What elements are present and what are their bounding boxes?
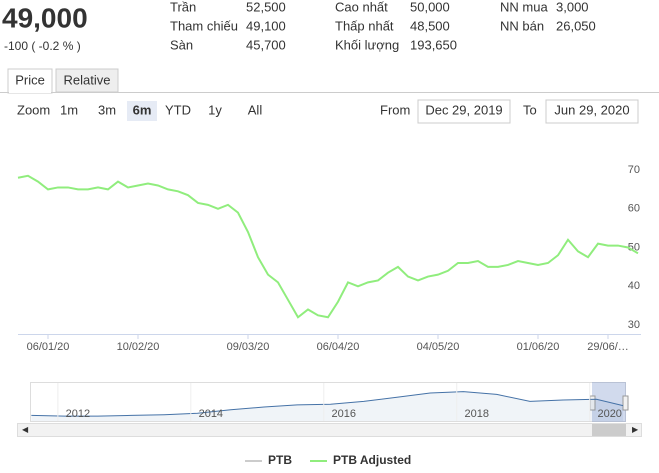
stat-label: Khối lượng — [335, 37, 399, 52]
to-input[interactable] — [545, 99, 639, 124]
to-label: To — [523, 102, 537, 117]
stat-label: NN mua — [500, 0, 548, 14]
stat-label: Trần — [170, 0, 196, 14]
zoom-button[interactable]: 6m — [133, 102, 152, 117]
x-tick-label: 04/05/20 — [417, 341, 460, 353]
scrollbar-thumb[interactable] — [592, 424, 626, 436]
y-tick-label: 30 — [628, 319, 640, 331]
x-tick-label: 06/01/20 — [27, 341, 70, 353]
stat-value: 48,500 — [410, 18, 450, 33]
y-tick-label: 40 — [628, 280, 640, 292]
navigator-area — [31, 391, 624, 421]
navigator-label: 2014 — [199, 408, 223, 420]
x-tick-label: 01/06/20 — [517, 341, 560, 353]
navigator-line — [31, 391, 624, 417]
stat-label: Thấp nhất — [335, 18, 394, 33]
y-tick-label: 60 — [628, 203, 640, 215]
zoom-button[interactable]: All — [248, 102, 263, 117]
stat-label: NN bán — [500, 18, 544, 33]
stat-value: 3,000 — [556, 0, 589, 14]
zoom-button[interactable]: 1y — [208, 102, 222, 117]
zoom-label: Zoom — [17, 102, 50, 117]
legend-label[interactable]: PTB Adjusted — [333, 453, 411, 467]
to-value[interactable]: Jun 29, 2020 — [554, 102, 629, 117]
scroll-right[interactable]: ▶ — [632, 425, 639, 434]
tab-label[interactable]: Relative — [64, 72, 111, 87]
stat-value: 49,100 — [246, 18, 286, 33]
scrollbar[interactable] — [17, 423, 642, 437]
legend-label[interactable]: PTB — [268, 453, 292, 467]
stat-label: Cao nhất — [335, 0, 388, 14]
stat-value: 50,000 — [410, 0, 450, 14]
navigator-label: 2018 — [465, 408, 489, 420]
navigator-handle[interactable] — [622, 395, 629, 411]
stat-value: 52,500 — [246, 0, 286, 14]
stat-label: Tham chiếu — [170, 18, 238, 33]
y-tick-label: 50 — [628, 241, 640, 253]
from-label: From — [380, 102, 410, 117]
scroll-left[interactable]: ◀ — [22, 425, 29, 434]
zoom-button[interactable]: 1m — [60, 102, 78, 117]
x-tick-label: 09/03/20 — [227, 341, 270, 353]
x-tick-label: 29/06/… — [587, 341, 629, 353]
x-tick-label: 10/02/20 — [117, 341, 160, 353]
tab-label[interactable]: Price — [15, 72, 45, 87]
zoom-button[interactable]: 3m — [98, 102, 116, 117]
zoom-button-active[interactable] — [127, 101, 157, 121]
tab[interactable] — [7, 68, 53, 94]
navigator-label: 2012 — [66, 408, 90, 420]
zoom-button[interactable]: YTD — [165, 102, 191, 117]
x-tick-label: 06/04/20 — [317, 341, 360, 353]
from-input[interactable] — [417, 99, 511, 124]
stat-label: Sàn — [170, 37, 193, 52]
stat-value: 26,050 — [556, 18, 596, 33]
y-tick-label: 70 — [628, 164, 640, 176]
price: 49,000 — [2, 2, 88, 33]
navigator-label: 2016 — [332, 408, 356, 420]
navigator-label: 2020 — [597, 408, 621, 420]
from-value[interactable]: Dec 29, 2019 — [425, 102, 502, 117]
stat-value: 193,650 — [410, 37, 457, 52]
price-line — [17, 174, 639, 319]
price-change: -100 ( -0.2 % ) — [4, 39, 81, 53]
stat-value: 45,700 — [246, 37, 286, 52]
